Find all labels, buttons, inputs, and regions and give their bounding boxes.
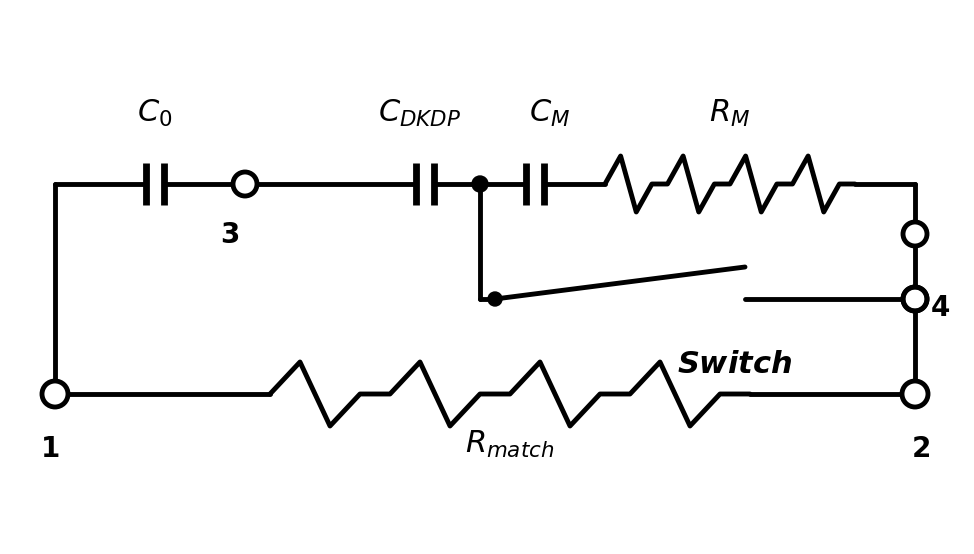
Circle shape bbox=[903, 222, 927, 246]
Text: $\mathbf{1}$: $\mathbf{1}$ bbox=[40, 436, 59, 463]
Text: $\mathbf{2}$: $\mathbf{2}$ bbox=[911, 436, 929, 463]
Text: $\boldsymbol{R_M}$: $\boldsymbol{R_M}$ bbox=[709, 98, 751, 129]
Text: $\boldsymbol{Switch}$: $\boldsymbol{Switch}$ bbox=[677, 349, 793, 380]
Circle shape bbox=[903, 287, 927, 311]
Circle shape bbox=[902, 381, 928, 407]
Circle shape bbox=[42, 381, 68, 407]
Circle shape bbox=[488, 292, 502, 306]
Text: $\boldsymbol{C_0}$: $\boldsymbol{C_0}$ bbox=[137, 98, 172, 129]
Circle shape bbox=[233, 172, 257, 196]
Text: $\boldsymbol{C_{DKDP}}$: $\boldsymbol{C_{DKDP}}$ bbox=[379, 98, 462, 129]
Circle shape bbox=[472, 176, 488, 192]
Text: $\mathbf{4}$: $\mathbf{4}$ bbox=[930, 295, 950, 322]
Text: $\mathbf{3}$: $\mathbf{3}$ bbox=[220, 222, 240, 249]
Text: $\boldsymbol{R_{match}}$: $\boldsymbol{R_{match}}$ bbox=[466, 429, 554, 460]
Text: $\boldsymbol{C_M}$: $\boldsymbol{C_M}$ bbox=[530, 98, 571, 129]
Circle shape bbox=[903, 287, 927, 311]
